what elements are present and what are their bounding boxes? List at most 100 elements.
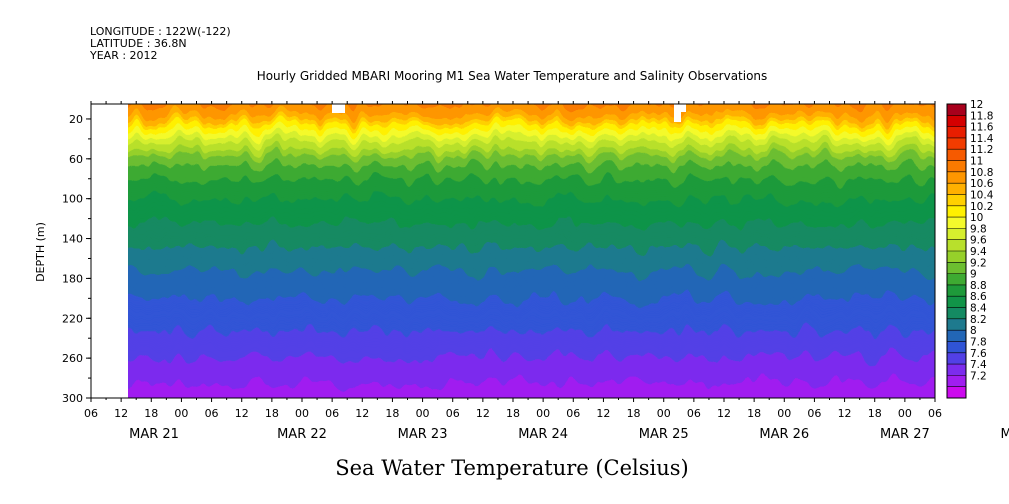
field-band: [91, 275, 935, 279]
field-band: [91, 353, 935, 356]
x-date-label: MAR 27: [880, 427, 930, 442]
latitude-label: LATITUDE : 36.8N: [90, 37, 187, 50]
field-band: [91, 347, 935, 350]
colorbar-swatch: [947, 104, 966, 116]
field-band: [91, 171, 935, 175]
field-band: [91, 305, 935, 308]
field-band: [91, 143, 935, 147]
field-band: [91, 295, 935, 298]
y-tick-label: 300: [62, 392, 83, 405]
colorbar-label: 7.6: [970, 348, 987, 360]
field-band: [91, 223, 935, 227]
field-band: [91, 349, 935, 352]
field-band: [91, 355, 935, 358]
field-band: [91, 139, 935, 143]
field-band: [91, 289, 935, 292]
field-band: [91, 113, 935, 117]
x-tick-label: 12: [717, 407, 731, 420]
x-date-label: MAR 22: [277, 427, 327, 442]
field-band: [91, 175, 935, 179]
colorbar-swatch: [947, 273, 966, 286]
x-tick-label: 06: [566, 407, 580, 420]
field-band: [91, 203, 935, 207]
field-band: [91, 169, 935, 173]
field-band: [91, 127, 935, 131]
field-band: [91, 187, 935, 191]
colorbar-swatch: [947, 341, 966, 354]
colorbar-swatch: [947, 194, 966, 207]
x-tick-label: 00: [174, 407, 188, 420]
field-band: [91, 149, 935, 153]
field-band: [91, 225, 935, 229]
field-band: [91, 279, 935, 282]
field-band: [91, 357, 935, 360]
field-band: [91, 263, 935, 267]
field-band: [91, 303, 935, 306]
field-band: [91, 297, 935, 300]
colorbar-label: 10.2: [970, 201, 993, 213]
field-band: [91, 165, 935, 169]
colorbar-swatch: [947, 251, 966, 263]
x-date-label: MAR 24: [518, 427, 568, 442]
field-band: [91, 109, 935, 113]
x-tick-label: 12: [596, 407, 610, 420]
field-band: [91, 209, 935, 213]
y-tick-label: 220: [62, 312, 83, 325]
colorbar-swatch: [947, 364, 966, 376]
y-axis-label: DEPTH (m): [34, 222, 47, 282]
field-band: [91, 269, 935, 273]
x-date-label: MAR 26: [759, 427, 809, 442]
x-tick-label: 18: [747, 407, 761, 420]
x-tick-label: 18: [265, 407, 279, 420]
colorbar-label: 8.8: [970, 280, 987, 292]
field-band: [91, 249, 935, 253]
field-band: [91, 325, 935, 328]
colorbar-label: 11: [970, 156, 983, 168]
x-tick-label: 12: [476, 407, 490, 420]
field-band: [91, 161, 935, 165]
field-band: [91, 395, 935, 398]
field-band: [71, 88, 955, 91]
field-band: [91, 239, 935, 243]
field-band: [91, 363, 935, 366]
field-band: [91, 197, 935, 201]
colorbar-swatch: [947, 284, 966, 297]
x-tick-label: 06: [446, 407, 460, 420]
x-tick-label: 18: [627, 407, 641, 420]
field-band: [91, 307, 935, 310]
field-band: [91, 227, 935, 231]
field-band: [71, 96, 955, 99]
field-band: [91, 261, 935, 265]
field-band: [91, 387, 935, 390]
field-band: [91, 391, 935, 394]
no-data-gap: [674, 104, 681, 122]
x-tick-label: 00: [898, 407, 912, 420]
x-tick-label: 18: [144, 407, 158, 420]
field-band: [91, 267, 935, 271]
x-tick-label: 06: [687, 407, 701, 420]
colorbar-swatch: [947, 171, 966, 184]
field-band: [91, 121, 935, 125]
field-band: [91, 151, 935, 155]
field-band: [91, 235, 935, 239]
field-band: [91, 321, 935, 324]
field-band: [91, 333, 935, 336]
field-band: [91, 125, 935, 129]
colorbar-swatch: [947, 386, 966, 399]
colorbar-swatch: [947, 160, 966, 173]
field-band: [91, 217, 935, 221]
colorbar-label: 9.6: [970, 235, 987, 247]
field-band: [91, 135, 935, 139]
x-tick-label: 12: [235, 407, 249, 420]
field-band: [91, 371, 935, 374]
colorbar-swatch: [947, 205, 966, 218]
field-band: [91, 365, 935, 368]
year-label: YEAR : 2012: [89, 49, 158, 62]
field-band: [91, 367, 935, 370]
colorbar-label: 9.4: [970, 246, 987, 258]
field-band: [91, 119, 935, 123]
colorbar-label: 7.8: [970, 336, 987, 348]
field-band: [91, 179, 935, 183]
field-band: [91, 309, 935, 312]
field-band: [91, 159, 935, 163]
